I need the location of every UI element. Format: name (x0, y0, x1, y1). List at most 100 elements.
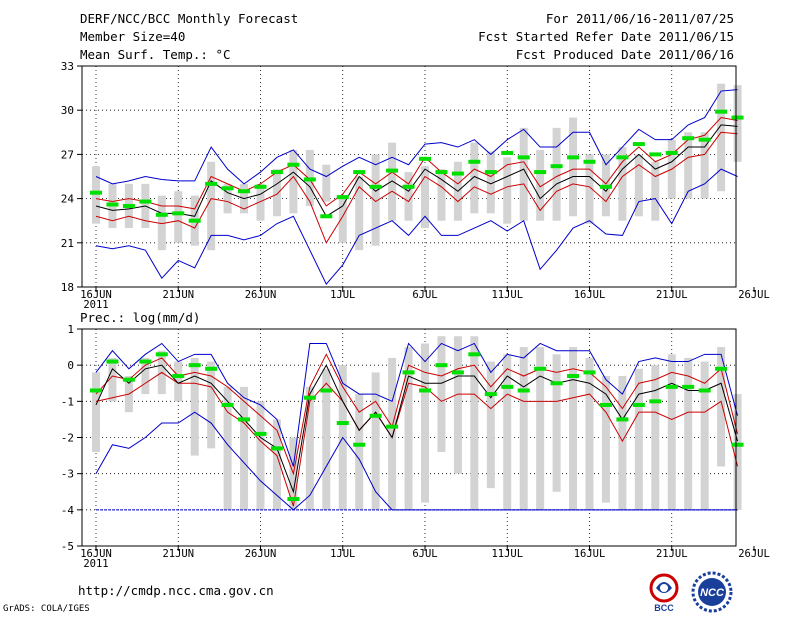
outer-high-line (95, 89, 738, 185)
mean-marker (303, 395, 316, 400)
ensemble-bar (601, 376, 610, 503)
y-tick-label: -1 (61, 395, 74, 408)
outer-high-line (95, 342, 739, 467)
x-tick-label: 21JUL (656, 548, 688, 560)
mean-marker (731, 442, 744, 447)
x-tick-label: 21JUN (162, 289, 194, 301)
y-tick-label: 33 (61, 60, 74, 73)
y-tick-label: -4 (61, 504, 75, 517)
mean-marker (435, 170, 448, 175)
ensemble-bar (322, 164, 331, 202)
ensemble-bar (355, 394, 364, 510)
ensemble-bar (338, 198, 347, 243)
ensemble-bar (190, 357, 199, 456)
mean-marker (303, 177, 316, 182)
x-tick-label: 16JUN (80, 548, 112, 560)
mean-marker (599, 184, 612, 189)
mean-marker (632, 402, 645, 407)
y-tick-label: 21 (61, 237, 74, 250)
mean-marker (287, 496, 300, 501)
ensemble-bar (486, 151, 495, 214)
mean-marker (435, 363, 448, 368)
mean-marker (534, 366, 547, 371)
ensemble-bar (717, 347, 726, 467)
outer-low-line (95, 411, 738, 511)
mean-marker (270, 446, 283, 451)
panel-2: -5 -4 -3 -2 -1 0 1 16JUN 21JUN 26JUN 1JUL 6JUL 11JUL… (61, 323, 770, 570)
mean-marker (353, 170, 366, 175)
mean-marker (731, 115, 744, 120)
ensemble-bar (536, 149, 545, 221)
mean-marker (698, 137, 711, 142)
x-tick-label: 21JUN (162, 548, 194, 560)
forecast-period: For 2011/06/16-2011/07/25 (545, 11, 734, 26)
mean-marker (534, 170, 547, 175)
mean-marker (287, 162, 300, 167)
mean-marker (550, 164, 563, 169)
ensemble-bar (223, 183, 232, 214)
ensemble-bar (733, 85, 742, 162)
ensemble-bar (453, 336, 462, 474)
ensemble-bar (371, 372, 380, 510)
mean-marker (484, 392, 497, 397)
mean-marker (238, 417, 251, 422)
mean-marker (221, 402, 234, 407)
ensemble-bar (700, 132, 709, 199)
ensemble-bar (141, 357, 150, 395)
inner-high-line (95, 117, 738, 210)
ensemble-bar (92, 166, 100, 224)
ensemble-bar (404, 347, 413, 510)
mean-marker (468, 352, 481, 357)
bcc-logo-text: BCC (654, 603, 674, 613)
mean-marker (616, 155, 629, 160)
mean-marker (599, 402, 612, 407)
y-tick-label: 0 (67, 359, 74, 372)
ensemble-bar (552, 354, 561, 492)
y-tick-label: 24 (61, 193, 75, 206)
ensemble-bar (503, 354, 512, 510)
ensemble-bar (289, 149, 298, 214)
ensemble-bar (733, 394, 742, 510)
mean-marker (665, 150, 678, 155)
mean-marker (122, 377, 135, 382)
panel-1: 18 21 24 27 30 33 16JUN 21JUN 26JUN 1JUL 6JUL 11JUL… (61, 60, 770, 311)
ncc-logo-text: NCC (700, 587, 725, 599)
ensemble-bar (421, 343, 429, 503)
mean-marker (369, 184, 382, 189)
ensemble-bar (552, 127, 561, 221)
ensemble-bar (470, 142, 479, 214)
ensemble-bar (421, 166, 429, 229)
ensemble-bar (700, 361, 709, 510)
plot-frame (81, 65, 737, 288)
ensemble-bar (223, 386, 232, 510)
inner-low-line (95, 371, 739, 507)
ensemble-bar (388, 357, 397, 510)
x-tick-label: 11JUL (491, 548, 523, 560)
mean-marker (386, 168, 399, 173)
mean-marker (715, 366, 728, 371)
x-year-label: 2011 (83, 558, 108, 570)
mean-marker (649, 399, 662, 404)
mean-marker (188, 363, 201, 368)
ensemble-bar (157, 195, 166, 251)
x-tick-label: 16JUN (80, 289, 112, 301)
mean-marker (238, 189, 251, 194)
x-tick-label: 6JUL (412, 548, 437, 560)
source-url[interactable]: http://cmdp.ncc.cma.gov.cn (78, 583, 274, 598)
mean-marker (517, 155, 530, 160)
ensemble-bar (651, 365, 660, 510)
ensemble-bar (519, 127, 528, 221)
mean-marker (419, 156, 431, 161)
ncc-logo: NCC (691, 571, 733, 613)
ensemble-bar (371, 154, 380, 246)
x-tick-label: 6JUL (412, 289, 437, 301)
ensemble-bar (388, 142, 397, 221)
mean-marker (501, 150, 514, 155)
mean-marker (369, 413, 382, 418)
x-tick-label: 16JUL (574, 548, 606, 560)
mean-marker (616, 417, 629, 422)
ensemble-bar (404, 172, 413, 221)
mean-marker (567, 374, 580, 379)
mean-marker (419, 388, 431, 393)
mean-marker (353, 442, 366, 447)
